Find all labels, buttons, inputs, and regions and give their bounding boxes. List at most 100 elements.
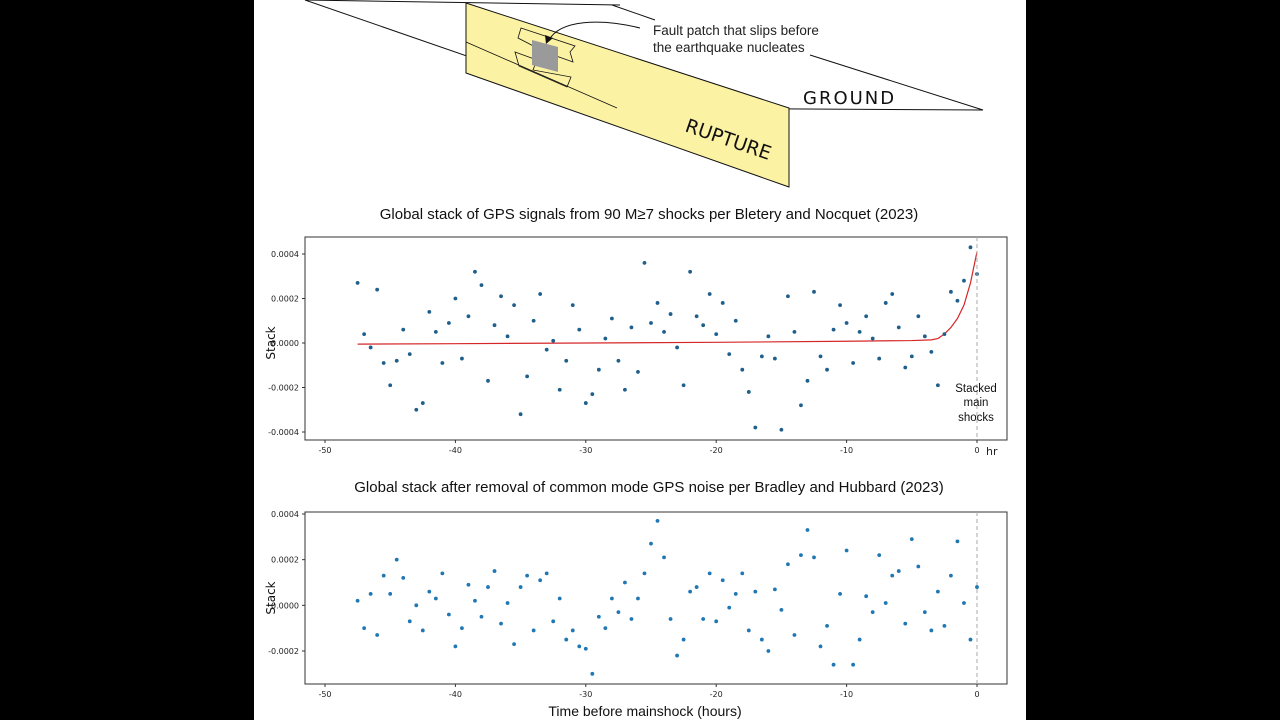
data-point: [805, 528, 810, 532]
chart-title: Global stack after removal of common mod…: [354, 479, 943, 496]
data-point: [544, 571, 549, 576]
data-point: [479, 614, 484, 619]
slipping-fault-patch: [532, 40, 558, 72]
data-point: [362, 332, 367, 336]
callout-arrowhead-icon: [545, 35, 553, 44]
ground-plane-outline: [304, 0, 984, 111]
data-point: [486, 378, 490, 383]
data-point: [525, 573, 530, 578]
fit-curve: [357, 251, 978, 345]
data-point: [453, 296, 458, 301]
data-point: [799, 553, 803, 557]
y-tick-label: 0.0002: [271, 295, 299, 304]
data-point: [753, 589, 758, 594]
data-point: [375, 287, 380, 292]
data-point: [636, 596, 640, 601]
data-point: [355, 598, 360, 603]
data-point: [883, 601, 888, 605]
x-tick-label: -10: [840, 446, 853, 455]
data-point: [557, 596, 562, 601]
data-point: [825, 367, 829, 372]
data-point: [649, 541, 653, 546]
chart-cleaned-stack: Global stack after removal of common mod…: [264, 479, 1008, 719]
ground-plane-back-edge: [304, 0, 621, 6]
data-point: [616, 358, 621, 363]
data-point: [518, 412, 523, 417]
data-point: [962, 278, 966, 283]
data-point: [427, 589, 432, 594]
data-point: [414, 407, 419, 412]
data-point: [701, 617, 706, 621]
x-axis-unit: hr: [986, 445, 998, 458]
data-point: [401, 576, 406, 580]
annotation-line-1: Stacked: [955, 383, 997, 395]
data-point: [446, 612, 451, 617]
y-tick-label: 0.0000: [271, 601, 299, 610]
data-point: [662, 555, 666, 560]
data-point: [759, 354, 764, 359]
data-point: [570, 628, 575, 633]
data-point: [681, 383, 686, 388]
data-point: [707, 292, 712, 296]
y-tick-label: 0.0002: [271, 556, 299, 565]
x-tick-label: -40: [449, 446, 462, 455]
data-point: [740, 571, 745, 576]
data-point: [805, 378, 810, 383]
y-tick-label: 0.0004: [271, 250, 299, 259]
data-point: [388, 592, 393, 596]
x-tick-label: -40: [449, 690, 462, 699]
data-point: [583, 646, 588, 651]
data-point: [616, 610, 621, 615]
data-point: [420, 401, 425, 405]
data-point: [544, 347, 549, 352]
data-point: [596, 614, 601, 619]
ground-plane-back-edge-2: [611, 4, 656, 21]
data-point: [681, 637, 686, 642]
data-point: [629, 325, 634, 330]
data-point: [531, 628, 536, 633]
data-point: [590, 671, 595, 676]
data-point: [766, 649, 771, 653]
x-tick-label: -20: [710, 690, 723, 699]
data-point: [786, 562, 790, 567]
data-point: [629, 617, 634, 621]
callout-arrow: [548, 21, 641, 41]
data-point: [433, 596, 438, 601]
data-point: [460, 626, 464, 631]
data-point: [955, 539, 960, 544]
data-point: [577, 644, 582, 649]
data-point: [831, 327, 836, 332]
data-point: [701, 323, 706, 328]
data-point: [551, 338, 556, 343]
fault-diagram: Fault patch that slips before the earthq…: [304, 0, 984, 188]
data-point: [772, 587, 777, 592]
data-point: [486, 585, 490, 589]
data-point: [675, 345, 679, 350]
plot-area: [304, 236, 1008, 441]
data-point: [727, 352, 732, 357]
data-point: [935, 589, 940, 594]
data-point: [505, 601, 510, 605]
data-point: [623, 580, 627, 585]
data-point: [851, 662, 856, 667]
data-point: [857, 329, 862, 334]
data-point: [733, 592, 738, 596]
data-point: [792, 329, 797, 334]
data-point: [890, 573, 895, 578]
chart-raw-stack: Global stack of GPS signals from 90 M≥7 …: [264, 206, 1008, 458]
data-point: [596, 367, 601, 372]
data-point: [792, 633, 797, 637]
ground-label: GROUND: [803, 88, 896, 109]
data-point: [740, 367, 745, 372]
data-point: [929, 350, 934, 354]
data-point: [909, 537, 914, 542]
data-point: [714, 619, 719, 624]
y-tick-label: 0.0004: [271, 510, 299, 519]
data-point: [518, 585, 523, 589]
data-point: [903, 365, 908, 370]
data-point: [675, 653, 679, 658]
data-point: [799, 403, 803, 408]
data-point: [949, 573, 953, 578]
data-point: [909, 354, 914, 359]
data-point: [688, 269, 693, 274]
